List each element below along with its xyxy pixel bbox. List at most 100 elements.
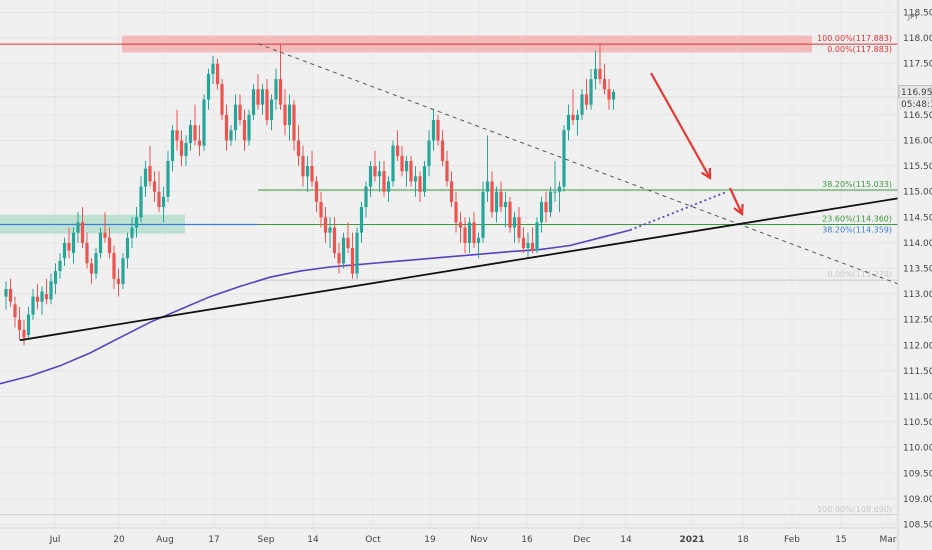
candle-body: [346, 237, 350, 249]
y-tick-label: 113.000: [903, 290, 932, 300]
candle-body: [440, 140, 445, 161]
y-tick-label: 109.500: [903, 469, 932, 479]
candle-body: [314, 181, 319, 202]
candle-body: [287, 104, 292, 126]
last-price-label: 116.952: [901, 88, 932, 98]
candle-body: [512, 217, 517, 228]
candle-body: [85, 242, 89, 264]
y-tick-label: 115.500: [903, 162, 932, 172]
x-tick-label: Oct: [365, 535, 381, 545]
x-tick-label: 16: [521, 535, 533, 545]
candle-body: [463, 227, 467, 243]
arrow-shaft: [729, 187, 743, 215]
countdown-box: [899, 97, 932, 110]
candle-body: [476, 237, 481, 243]
y-tick-label: 112.000: [903, 341, 932, 351]
y-tick-label: 111.500: [903, 367, 932, 377]
candle-body: [485, 181, 490, 192]
candle-body: [274, 79, 278, 100]
moving-average-projection: [629, 190, 728, 231]
y-tick-label: 114.500: [903, 213, 932, 223]
candle-body: [589, 79, 593, 105]
y-tick-label: 110.000: [903, 444, 932, 454]
candle-body: [35, 296, 40, 302]
candle-body: [571, 114, 575, 121]
fib-label-0: 0.00%(117.883): [827, 45, 892, 54]
y-tick-label: 112.500: [903, 316, 932, 326]
candle-body: [373, 166, 377, 177]
candle-body: [602, 79, 607, 90]
y-tick-label: 108.500: [903, 521, 932, 531]
candle-body: [206, 73, 211, 100]
candle-body: [94, 253, 98, 274]
candle-body: [175, 130, 179, 141]
candle-body: [566, 114, 571, 131]
candle-body: [202, 99, 206, 146]
candle-body: [40, 291, 44, 302]
candle-body: [337, 253, 341, 264]
y-tick-label: 114.000: [903, 239, 932, 249]
candle-body: [584, 94, 589, 105]
y-tick-label: 111.000: [903, 393, 932, 403]
candle-body: [580, 94, 584, 115]
candle-body: [269, 99, 274, 121]
candle-body: [143, 168, 148, 187]
candle-body: [220, 84, 224, 115]
candle-body: [80, 222, 85, 243]
candle-body: [508, 201, 512, 228]
candle-body: [332, 227, 337, 254]
candle-body: [17, 319, 22, 330]
candle-body: [598, 68, 602, 80]
y-tick-label: 118.500: [903, 9, 932, 19]
x-tick-label: 2021: [679, 535, 704, 545]
drawings: [19, 43, 899, 342]
candle-body: [256, 89, 260, 105]
candle-body: [292, 104, 296, 141]
y-tick-label: 117.500: [903, 60, 932, 70]
candle-body: [130, 227, 134, 238]
candle-body: [296, 140, 301, 156]
descending-trendline: [257, 43, 899, 285]
candle-body: [481, 191, 485, 238]
candle-body: [233, 104, 238, 131]
candle-body: [409, 160, 413, 182]
candle-body: [22, 329, 26, 338]
x-tick-label: 19: [424, 535, 436, 545]
candle-body: [278, 79, 283, 105]
candle-body: [575, 114, 580, 121]
moving-average-line: [0, 229, 631, 385]
candle-body: [517, 217, 521, 238]
candle-body: [427, 140, 431, 167]
candle-body: [58, 260, 62, 272]
candle-body: [562, 130, 566, 187]
candle-body: [193, 125, 197, 141]
candle-body: [494, 191, 499, 213]
candle-body: [310, 166, 314, 182]
candle-body: [413, 176, 418, 182]
candle-body: [467, 222, 472, 243]
candle-body: [391, 145, 395, 182]
candle-body: [530, 242, 535, 251]
x-tick-label: 14: [307, 535, 319, 545]
candle-body: [341, 237, 346, 264]
fib-label-lower-0: 0.00%(113.274): [827, 270, 892, 279]
x-tick-label: Mar: [880, 535, 897, 545]
candle-body: [103, 232, 107, 238]
candle-body: [265, 89, 269, 121]
x-tick-label: 17: [208, 535, 219, 545]
candle-body: [8, 288, 13, 302]
candle-body: [125, 237, 130, 259]
arrow-head: [700, 167, 712, 181]
candle-body: [107, 237, 112, 254]
candle-body: [283, 104, 287, 126]
candle-body: [13, 304, 17, 318]
candle-body: [44, 294, 49, 300]
candle-body: [229, 130, 233, 141]
candle-body: [368, 166, 373, 187]
x-tick-label: 20: [113, 535, 125, 545]
candle-body: [260, 89, 265, 105]
candle-body: [449, 181, 454, 202]
